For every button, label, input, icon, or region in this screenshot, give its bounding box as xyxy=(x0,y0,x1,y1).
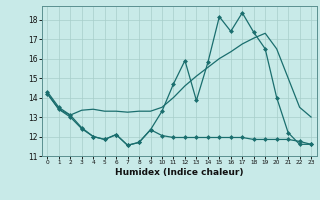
X-axis label: Humidex (Indice chaleur): Humidex (Indice chaleur) xyxy=(115,168,244,177)
